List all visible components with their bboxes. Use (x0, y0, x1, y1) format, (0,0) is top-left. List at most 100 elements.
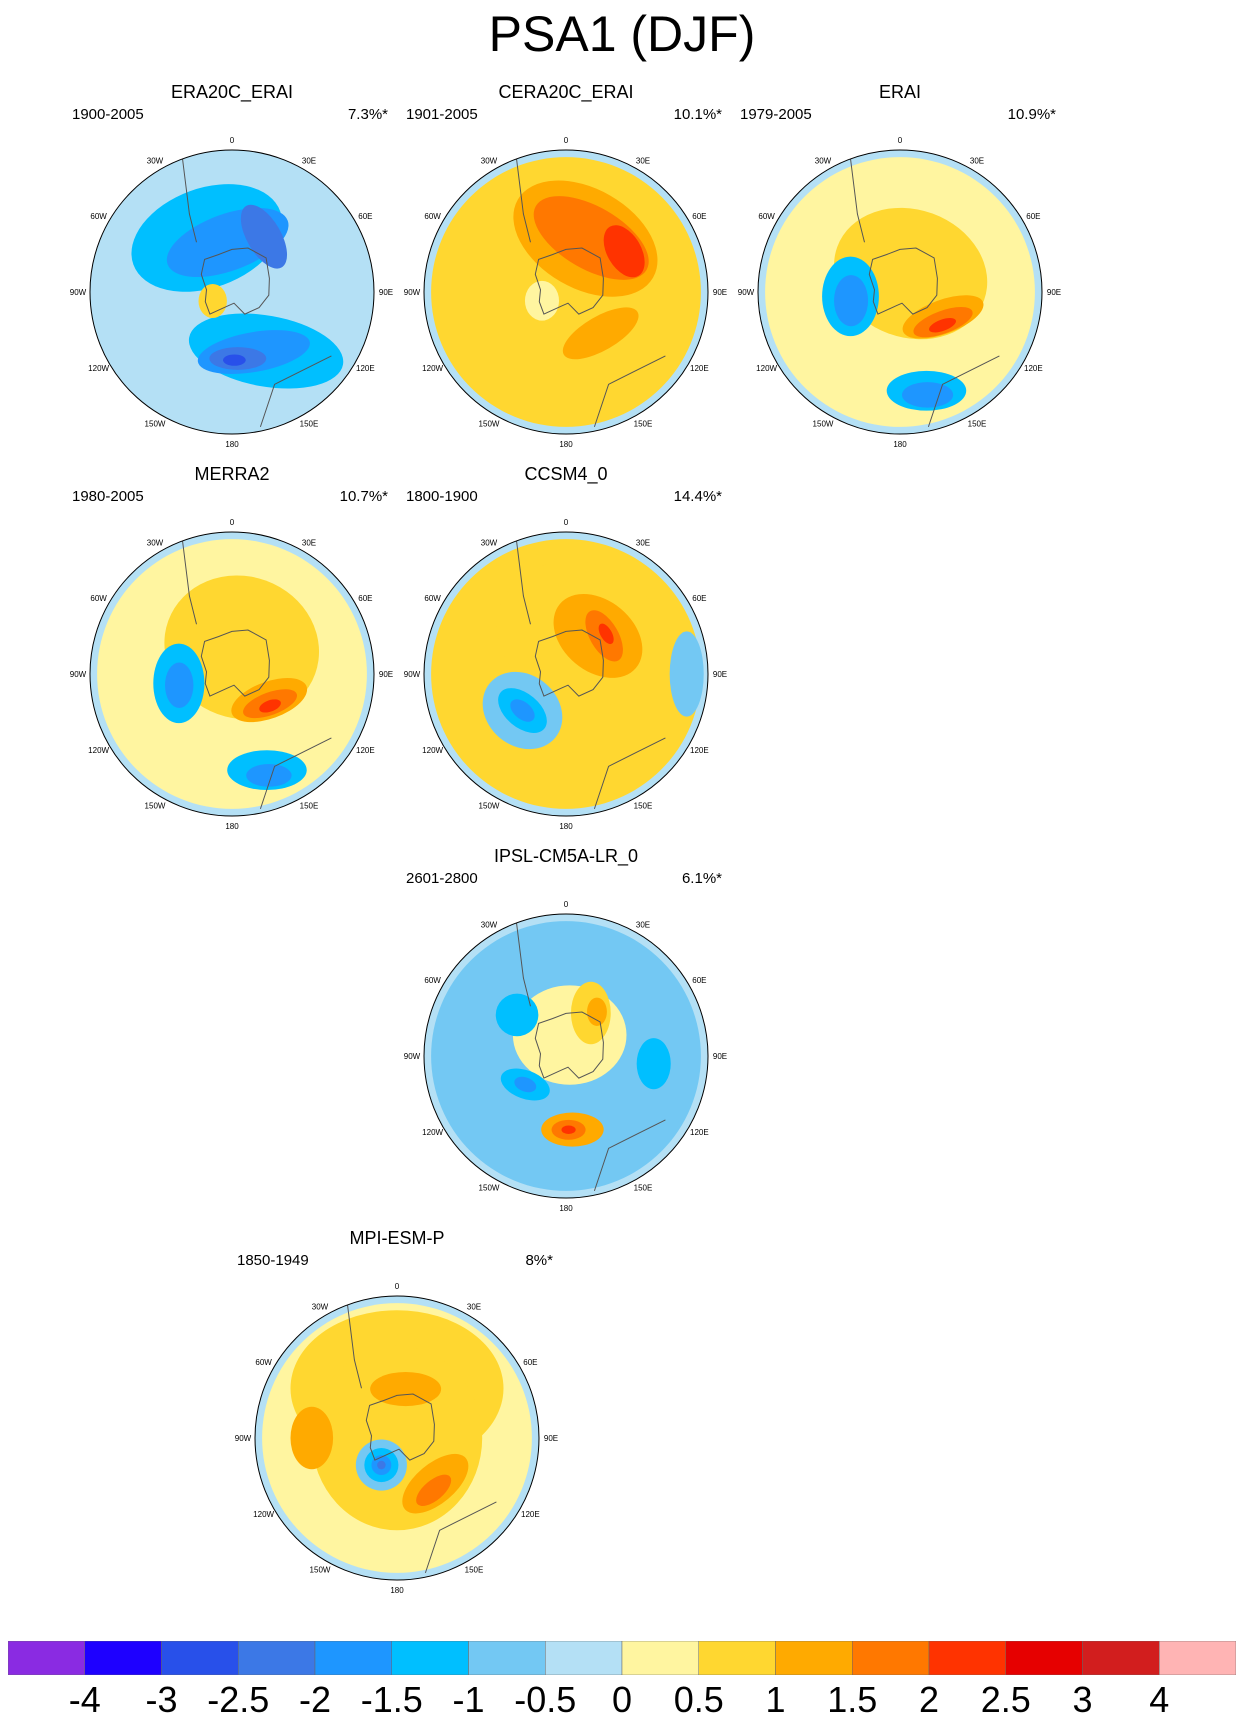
panel-percent: 8%* (525, 1252, 553, 1269)
colorbar-tick-label: 1.5 (827, 1679, 878, 1720)
longitude-label: 60E (692, 976, 706, 985)
australia-coastline (424, 1501, 497, 1574)
colorbar-labels: -4 -3 -2.5 -2 -1.5 -1 -0.5 0 0.5 1 1.5 2 2.5 3 4 (0, 1680, 1244, 1724)
longitude-label: 30E (636, 920, 650, 929)
colorbar-tick-label: 0.5 (673, 1679, 724, 1720)
contour-region (598, 623, 614, 645)
longitude-label: 180 (893, 440, 907, 449)
contour-region (370, 1372, 442, 1407)
longitude-label: 30W (147, 156, 164, 165)
map-border (423, 913, 709, 1199)
longitude-label: 150W (145, 802, 166, 811)
colorbar-swatch (314, 1641, 392, 1675)
longitude-label: 90W (404, 1052, 421, 1061)
longitude-label: 150E (634, 802, 653, 811)
contour-region (510, 699, 535, 722)
longitude-label: 180 (225, 822, 239, 831)
colorbar-swatch (698, 1641, 776, 1675)
longitude-label: 180 (225, 440, 239, 449)
longitude-label: 120W (253, 1510, 274, 1519)
contour-region (929, 318, 957, 333)
antarctica-coastline (534, 1011, 604, 1079)
polar-map: 0 30E 60E 90E 120E 150E 180 150W 120W 90W 60W 30W (70, 518, 393, 831)
longitude-label: 90E (713, 288, 727, 297)
longitude-label: 30E (302, 538, 316, 547)
australia-coastline (593, 355, 666, 428)
contour-region (495, 993, 539, 1037)
longitude-label: 0 (230, 136, 235, 145)
longitude-label: 120E (690, 1128, 709, 1137)
colorbar-swatch (621, 1641, 699, 1675)
colorbar-tick-label: 3 (1072, 1679, 1093, 1720)
longitude-label: 60W (758, 212, 775, 221)
panel-years: 2601-2800 (406, 870, 478, 887)
panel-years: 1980-2005 (72, 488, 144, 505)
longitude-label: 30E (302, 156, 316, 165)
panel-erai: 0 30E 60E 90E 120E 150E 180 150W 120W 90W 60W 30W E… (710, 82, 1090, 472)
longitude-label: 60E (358, 594, 372, 603)
longitude-label: 30W (481, 156, 498, 165)
antarctica-coastline (200, 247, 270, 315)
contour-region (524, 280, 560, 321)
colorbar-tick-label: 0 (611, 1679, 633, 1720)
panel-percent: 14.4%* (673, 488, 722, 505)
colorbar-tick-label: -2.5 (207, 1679, 270, 1720)
colorbar-swatch (161, 1641, 239, 1675)
antarctica-coastline (868, 247, 938, 315)
longitude-label: 30E (636, 156, 650, 165)
panel-title: MERRA2 (194, 464, 270, 484)
longitude-label: 150W (479, 802, 500, 811)
longitude-label: 150W (479, 420, 500, 429)
longitude-label: 30W (481, 538, 498, 547)
longitude-label: 120E (521, 1510, 540, 1519)
longitude-label: 150E (300, 802, 319, 811)
longitude-label: 0 (230, 518, 235, 527)
panel-title: CERA20C_ERAI (498, 82, 634, 102)
colorbar-swatch (775, 1641, 853, 1675)
longitude-label: 180 (390, 1586, 404, 1595)
colorbar-tick-label: 4 (1149, 1679, 1170, 1720)
colorbar-swatch (391, 1641, 469, 1675)
longitude-label: 90W (70, 288, 87, 297)
longitude-label: 30E (467, 1302, 481, 1311)
colorbar-swatch (238, 1641, 316, 1675)
south-america-coastline (346, 1303, 362, 1389)
panel-percent: 10.9%* (1007, 106, 1056, 123)
longitude-label: 150E (300, 420, 319, 429)
panel-percent: 10.1%* (673, 106, 722, 123)
panel-era20c-erai: 0 30E 60E 90E 120E 150E 180 150W 120W 90W 60W 30W E… (42, 82, 422, 472)
panel-ccsm4: 0 30E 60E 90E 120E 150E 180 150W 120W 90W 60W 30W C… (376, 464, 756, 854)
longitude-label: 30E (970, 156, 984, 165)
longitude-label: 30W (481, 920, 498, 929)
contour-region (636, 1038, 671, 1090)
panel-percent: 7.3%* (347, 106, 388, 123)
longitude-label: 90W (738, 288, 755, 297)
map-border (757, 149, 1043, 435)
panel-years: 1901-2005 (406, 106, 478, 123)
panel-mpi-esm-p: 0 30E 60E 90E 120E 150E 180 150W 120W 90W 60W 30W M… (207, 1228, 587, 1618)
polar-map: 0 30E 60E 90E 120E 150E 180 150W 120W 90W 60W 30W (70, 136, 393, 449)
colorbar-tick-label: 2 (918, 1679, 940, 1720)
polar-map: 0 30E 60E 90E 120E 150E 180 150W 120W 90W 60W 30W (404, 900, 727, 1213)
panel-merra2: 0 30E 60E 90E 120E 150E 180 150W 120W 90W 60W 30W M… (42, 464, 422, 854)
longitude-label: 150E (634, 1184, 653, 1193)
australia-coastline (927, 355, 1000, 428)
figure-title: PSA1 (DJF) (488, 6, 756, 62)
panel-title: MPI-ESM-P (349, 1228, 445, 1248)
contour-region (223, 354, 246, 366)
longitude-label: 30W (312, 1302, 329, 1311)
longitude-label: 60W (424, 212, 441, 221)
colorbar-tick-label: -0.5 (514, 1679, 577, 1720)
longitude-label: 30E (636, 538, 650, 547)
longitude-label: 180 (559, 440, 573, 449)
longitude-label: 120W (88, 364, 109, 373)
longitude-label: 60E (692, 594, 706, 603)
longitude-label: 120W (422, 1128, 443, 1137)
map-border (89, 531, 375, 817)
longitude-label: 150E (968, 420, 987, 429)
map-border (423, 149, 709, 435)
contour-region (834, 275, 869, 327)
colorbar-swatch (928, 1641, 1006, 1675)
colorbar-tick-label: -1.5 (360, 1679, 423, 1720)
colorbar-tick-label: 2.5 (980, 1679, 1031, 1720)
